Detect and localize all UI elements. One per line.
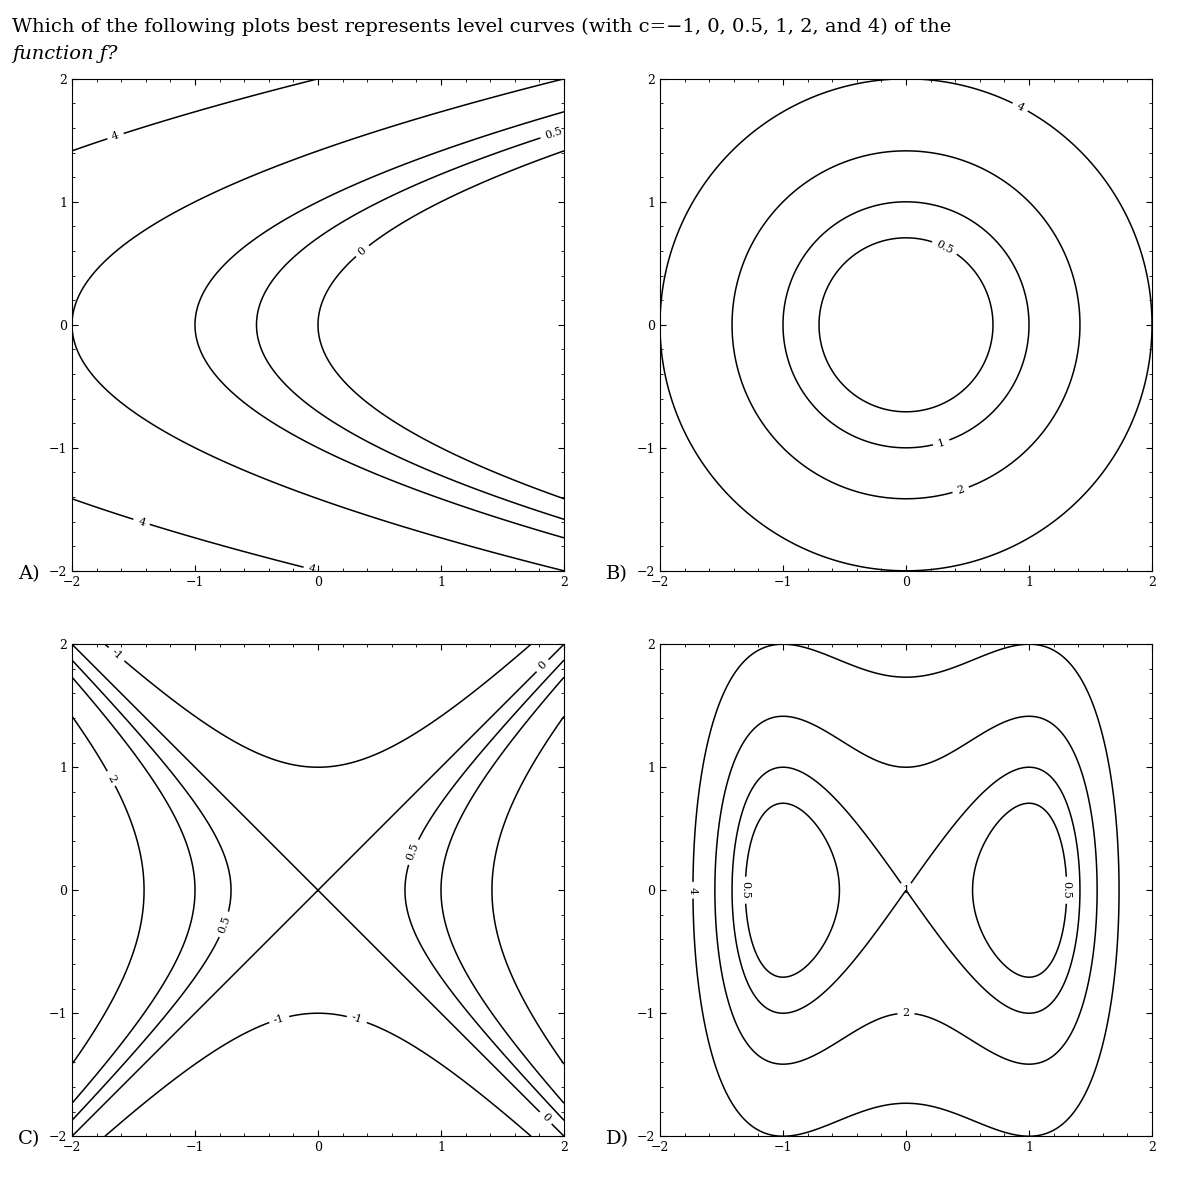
Text: C): C) [18,1130,41,1148]
Text: 0: 0 [536,659,548,671]
Text: -1: -1 [272,1013,286,1026]
Text: 0: 0 [356,245,368,257]
Text: 2: 2 [106,774,118,784]
Text: 4: 4 [1015,101,1026,113]
Text: -1: -1 [350,1013,364,1026]
Text: function ƒ?: function ƒ? [12,45,118,63]
Text: B): B) [606,564,628,582]
Text: 0.5: 0.5 [935,238,955,255]
Text: D): D) [606,1130,629,1148]
Text: -1: -1 [109,647,124,662]
Text: Which of the following plots best represents level curves (with c=−1, 0, 0.5, 1,: Which of the following plots best repres… [12,18,952,36]
Text: 0.5: 0.5 [1062,882,1072,899]
Text: A): A) [18,564,40,582]
Text: 4: 4 [688,887,698,894]
Text: 4: 4 [137,516,146,528]
Text: 4: 4 [110,130,120,142]
Text: 1: 1 [902,885,910,895]
Text: 2: 2 [902,1008,910,1018]
Text: 0.5: 0.5 [217,914,232,935]
Text: 2: 2 [955,484,966,496]
Text: 1: 1 [936,437,946,449]
Text: 4: 4 [307,563,317,575]
Text: 0.5: 0.5 [406,842,421,863]
Text: 0.5: 0.5 [544,126,564,141]
Text: 0.5: 0.5 [740,882,750,899]
Text: 0: 0 [540,1112,552,1124]
